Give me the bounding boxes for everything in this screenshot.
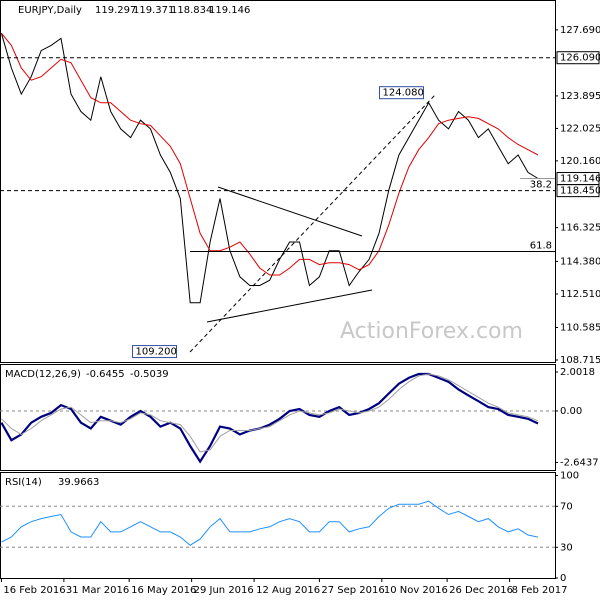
level-label: 118.450 [560, 186, 600, 197]
point-label: 109.200 [136, 347, 177, 358]
panel-title: MACD(12,26,9) [5, 369, 81, 380]
y-tick-label: 0 [560, 573, 566, 584]
level-label: 119.146 [560, 174, 600, 185]
series-line [0, 33, 539, 304]
y-tick-label: 112.510 [560, 289, 600, 300]
fib-label: 38.2 [530, 180, 552, 191]
trendline [206, 289, 373, 323]
x-tick-label: 29 Jun 2016 [194, 585, 254, 596]
level-box [556, 51, 600, 65]
price-panel [0, 0, 556, 363]
ohlc-value: 118.834 [171, 5, 212, 16]
series-line [0, 372, 539, 464]
x-tick-label: 12 Aug 2016 [256, 585, 320, 596]
x-tick-label: 27 Sep 2016 [321, 585, 384, 596]
y-tick-label: 108.715 [560, 355, 600, 366]
y-tick-label: 30 [560, 542, 573, 553]
y-tick-label: 100 [560, 471, 579, 482]
level-box [556, 172, 600, 186]
y-tick-label: 120.160 [560, 156, 600, 167]
y-tick-label: 114.380 [560, 256, 600, 267]
point-box [132, 345, 178, 359]
readout: -0.6455 [86, 369, 125, 380]
ohlc-value: 119.297 [95, 5, 136, 16]
x-tick-label: 8 Feb 2017 [512, 585, 568, 596]
y-tick-label: 123.895 [560, 91, 600, 102]
x-tick-label: 10 Nov 2016 [384, 585, 448, 596]
ohlc-value: 119.371 [133, 5, 174, 16]
watermark: ActionForex.com [340, 319, 523, 344]
chart-title: EURJPY,Daily [18, 5, 82, 16]
y-tick-label: 70 [560, 501, 573, 512]
level-label: 126.090 [560, 53, 600, 64]
rsi-panel [0, 472, 556, 579]
series-line [1, 500, 539, 546]
y-tick-label: 122.025 [560, 123, 600, 134]
x-tick-label: 31 Mar 2016 [66, 585, 129, 596]
y-tick-label: 116.325 [560, 223, 600, 234]
x-tick-label: 16 Feb 2016 [3, 585, 65, 596]
y-tick-label: 110.585 [560, 322, 600, 333]
trendline [217, 186, 363, 237]
x-tick-label: 16 May 2016 [131, 585, 196, 596]
series-line [1, 373, 539, 453]
trendline [189, 94, 436, 353]
readout: 39.9663 [58, 477, 99, 488]
point-label: 124.080 [383, 88, 424, 99]
y-tick-label: 0.00 [560, 406, 582, 417]
fib-label: 61.8 [530, 241, 552, 252]
macd-panel [0, 364, 556, 471]
y-tick-label: 2.0018 [560, 367, 595, 378]
x-tick-label: 26 Dec 2016 [449, 585, 513, 596]
ohlc-value: 119.146 [209, 5, 250, 16]
y-tick-label: 127.690 [560, 25, 600, 36]
panel-title: RSI(14) [5, 477, 42, 488]
point-box [379, 86, 425, 100]
y-tick-label: -2.6437 [560, 457, 599, 468]
series-line [1, 32, 539, 276]
readout: -0.5039 [130, 369, 169, 380]
